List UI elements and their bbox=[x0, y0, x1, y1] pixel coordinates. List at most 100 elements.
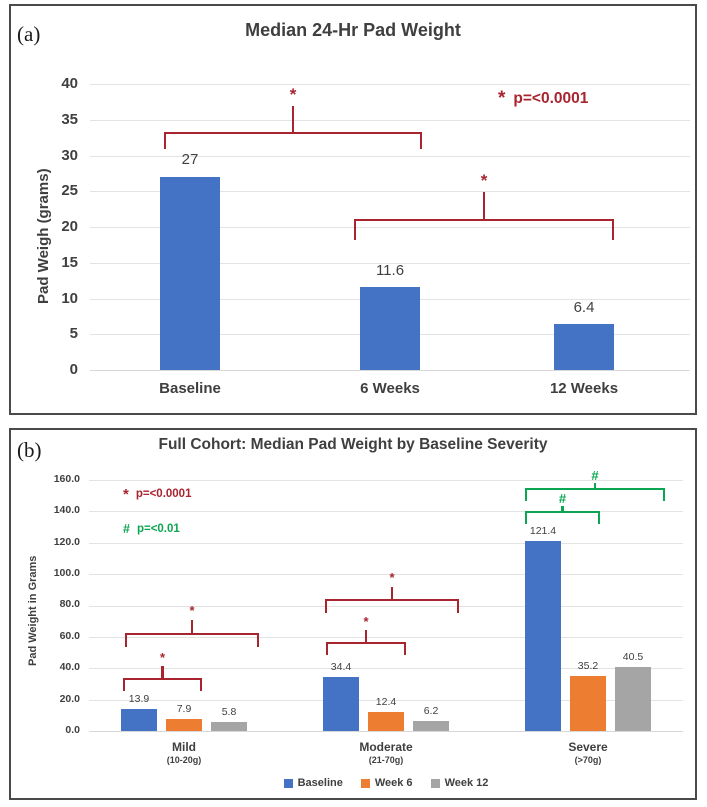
significance-symbol: # bbox=[591, 468, 599, 483]
bracket-end bbox=[662, 488, 665, 501]
hash-symbol: # bbox=[123, 522, 130, 536]
panel-a-label: (a) bbox=[17, 22, 41, 46]
y-tick: 40 bbox=[61, 75, 78, 92]
bracket-mid-tick bbox=[390, 587, 394, 599]
p-value-note-red: * p=<0.0001 bbox=[123, 487, 191, 502]
bar-moderate-baseline bbox=[323, 677, 359, 731]
bracket-line bbox=[325, 599, 459, 602]
p-value-text: p=<0.0001 bbox=[135, 487, 192, 500]
bracket-mid-tick bbox=[190, 620, 194, 633]
gridline bbox=[89, 574, 683, 576]
asterisk-symbol: * bbox=[498, 88, 506, 109]
value-label: 11.6 bbox=[375, 262, 405, 279]
y-tick: 160.0 bbox=[53, 473, 80, 485]
y-tick: 0 bbox=[69, 361, 78, 378]
value-label: 6.2 bbox=[423, 705, 439, 717]
significance-symbol: # bbox=[558, 491, 567, 506]
x-category-sublabel: (10-20g) bbox=[166, 755, 202, 765]
bracket-mid-tick bbox=[561, 506, 564, 511]
x-category-sublabel: (>70g) bbox=[574, 755, 602, 765]
value-label: 7.9 bbox=[176, 703, 192, 715]
value-label: 27 bbox=[181, 151, 199, 168]
bracket-end bbox=[525, 488, 528, 501]
legend-label: Week 12 bbox=[444, 777, 489, 789]
legend-item-week12: Week 12 bbox=[430, 777, 489, 789]
bracket-end bbox=[597, 511, 600, 524]
gridline bbox=[89, 605, 683, 607]
y-tick: 5 bbox=[69, 325, 78, 342]
gridline bbox=[89, 636, 683, 638]
asterisk-symbol: * bbox=[123, 486, 129, 503]
value-label: 5.8 bbox=[221, 706, 237, 718]
bracket-mid-tick bbox=[291, 106, 295, 132]
gridline bbox=[90, 119, 690, 121]
y-tick: 100.0 bbox=[53, 567, 80, 579]
y-tick: 25 bbox=[61, 182, 78, 199]
bar-severe-week12 bbox=[615, 667, 651, 731]
legend-item-week6: Week 6 bbox=[360, 777, 413, 789]
bar-moderate-week6 bbox=[368, 712, 404, 731]
bracket-line bbox=[525, 488, 665, 491]
y-tick: 0.0 bbox=[65, 724, 80, 736]
bracket-line bbox=[125, 633, 259, 636]
gridline bbox=[90, 155, 690, 157]
bracket-end bbox=[325, 599, 328, 613]
x-category-label: Severe bbox=[568, 740, 608, 754]
p-value-text: p=<0.0001 bbox=[513, 89, 589, 107]
panel-b-label: (b) bbox=[17, 438, 42, 462]
bar-mild-week12 bbox=[211, 722, 247, 731]
bracket-end bbox=[525, 511, 528, 524]
significance-symbol: * bbox=[159, 650, 166, 665]
bracket-line bbox=[164, 132, 422, 135]
bracket-line bbox=[354, 219, 614, 222]
bar-mild-week6 bbox=[166, 719, 202, 731]
y-tick: 140.0 bbox=[53, 504, 80, 516]
bracket-end bbox=[123, 678, 126, 691]
significance-symbol: * bbox=[389, 570, 395, 585]
y-tick: 20.0 bbox=[59, 693, 80, 705]
legend: Baseline Week 6 Week 12 bbox=[89, 777, 683, 789]
bracket-line bbox=[326, 642, 406, 645]
y-tick: 15 bbox=[61, 254, 78, 271]
bracket-end bbox=[199, 678, 202, 691]
p-value-note-green: # p=<0.01 bbox=[123, 523, 180, 536]
gridline bbox=[89, 668, 683, 670]
bracket-line bbox=[525, 511, 600, 514]
x-axis-line bbox=[90, 370, 690, 371]
bar-mild-baseline bbox=[121, 709, 157, 731]
p-value-text: p=<0.01 bbox=[136, 522, 180, 535]
y-tick: 80.0 bbox=[59, 598, 80, 610]
value-label: 35.2 bbox=[577, 660, 599, 672]
y-tick: 120.0 bbox=[53, 536, 80, 548]
significance-symbol: * bbox=[480, 171, 488, 190]
x-category-label: 6 Weeks bbox=[360, 380, 420, 397]
bracket-end bbox=[164, 132, 167, 149]
y-tick: 35 bbox=[61, 111, 78, 128]
x-category-label: Moderate bbox=[359, 740, 413, 754]
bracket-end bbox=[456, 599, 459, 613]
legend-item-baseline: Baseline bbox=[283, 777, 343, 789]
x-category-label: Baseline bbox=[159, 380, 221, 397]
legend-label: Week 6 bbox=[374, 777, 413, 789]
value-label: 13.9 bbox=[128, 693, 150, 705]
x-axis-line bbox=[89, 731, 683, 732]
value-label: 121.4 bbox=[529, 525, 557, 537]
x-category-label: Mild bbox=[172, 740, 196, 754]
y-tick: 60.0 bbox=[59, 630, 80, 642]
significance-symbol: * bbox=[189, 603, 195, 618]
panel-a-median-pad-weight: (a) Median 24-Hr Pad Weight Pad Weigh (g… bbox=[9, 4, 697, 415]
x-category-label: 12 Weeks bbox=[549, 380, 619, 397]
gridline bbox=[89, 542, 683, 544]
gridline bbox=[89, 480, 683, 481]
bracket-end bbox=[611, 219, 614, 240]
bracket-mid-tick bbox=[161, 666, 164, 678]
bar-baseline bbox=[160, 177, 220, 370]
y-tick: 30 bbox=[61, 147, 78, 164]
bar-12-weeks bbox=[554, 324, 614, 370]
legend-swatch-orange bbox=[360, 778, 370, 788]
bar-severe-week6 bbox=[570, 676, 606, 731]
bracket-end bbox=[403, 642, 406, 655]
bar-6-weeks bbox=[360, 287, 420, 370]
bar-severe-baseline bbox=[525, 541, 561, 731]
